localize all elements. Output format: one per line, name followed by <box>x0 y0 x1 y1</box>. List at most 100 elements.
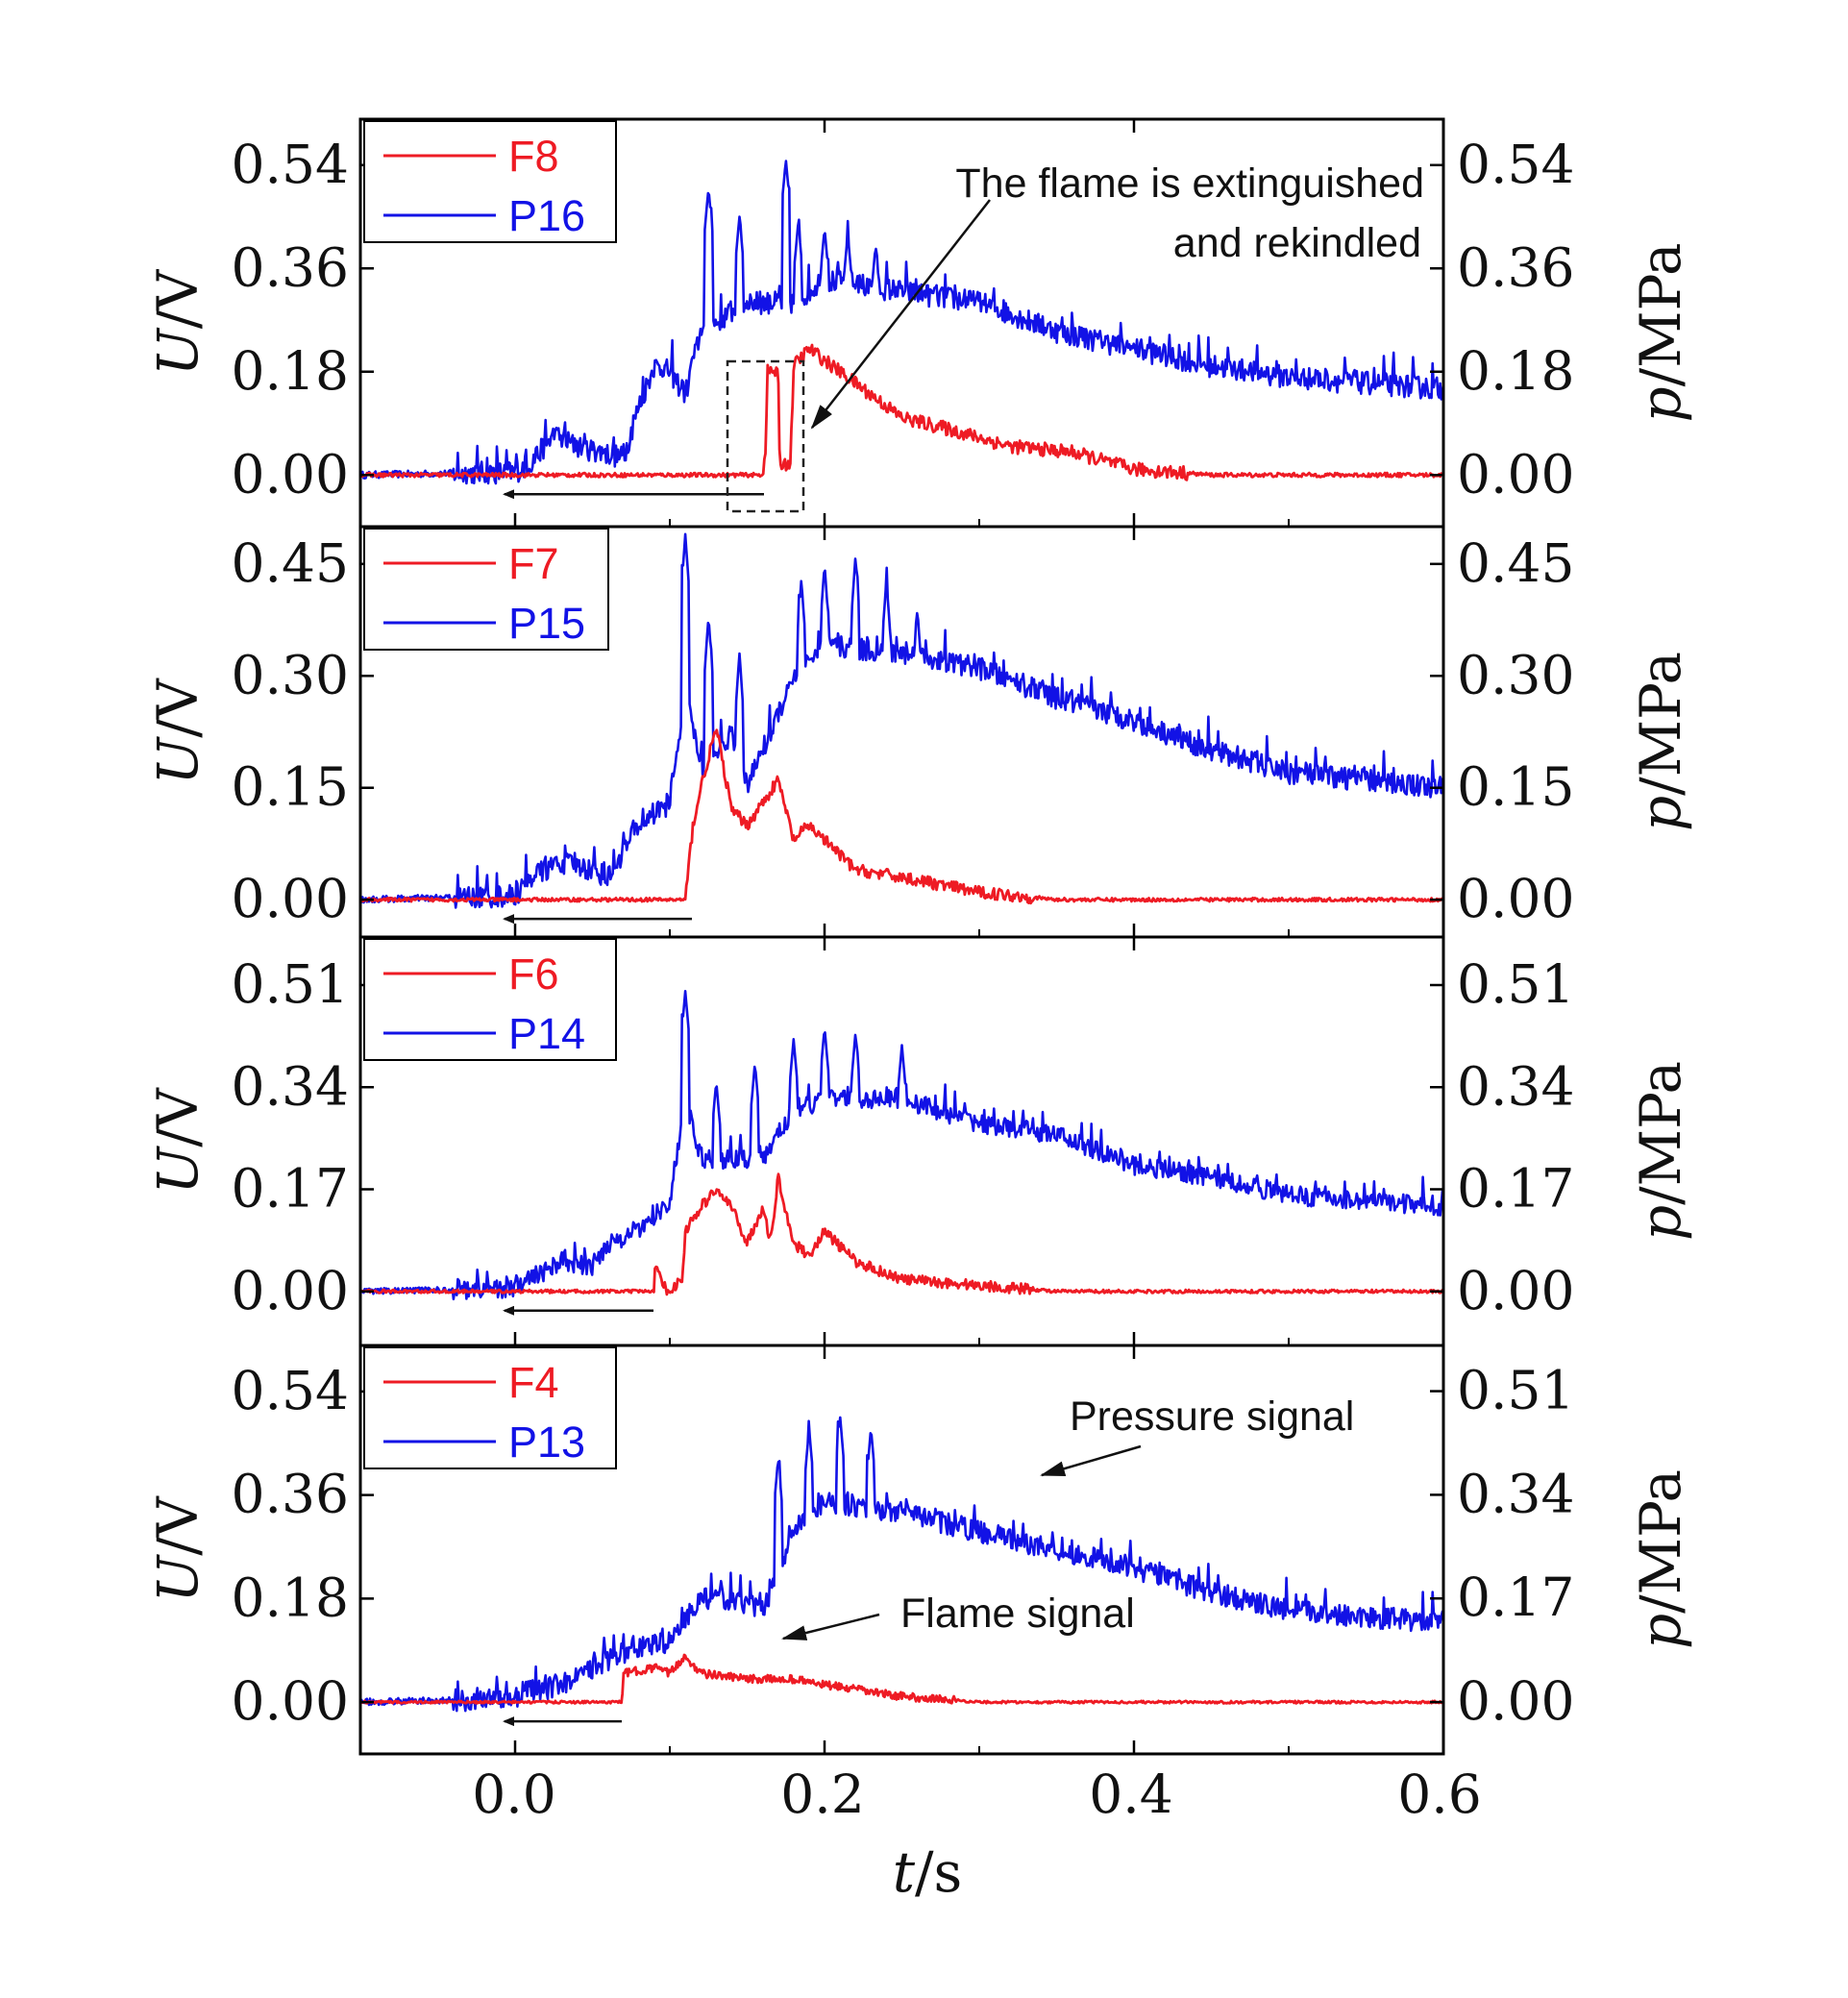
left-tick-label: 0.15 <box>232 756 349 818</box>
right-tick-label: 0.17 <box>1457 1566 1574 1628</box>
extinguished-text-line2: and rekindled <box>1173 220 1421 266</box>
right-tick-label: 0.30 <box>1457 644 1574 705</box>
legend-label: F8 <box>508 132 559 181</box>
legend-label: P14 <box>508 1009 585 1058</box>
right-axis-title-rest: /MPa <box>1628 242 1693 386</box>
left-tick-label: 0.00 <box>232 868 349 929</box>
right-tick-label: 0.18 <box>1457 340 1574 402</box>
left-axis-title-rest: /V <box>145 1495 210 1556</box>
legend-box <box>363 528 609 651</box>
panel-1: 0.00 0.18 0.36 0.54 0.00 0.18 0.36 0.54 U/V p/MPa… <box>145 117 1693 529</box>
left-tick-label: 0.45 <box>232 532 349 594</box>
right-tick-label: 0.54 <box>1457 134 1574 195</box>
left-tick-label: 0.54 <box>232 134 349 195</box>
left-axis-title: U/V <box>145 269 210 376</box>
right-tick-label: 0.00 <box>1457 1670 1574 1732</box>
left-tick-label: 0.18 <box>232 1566 349 1628</box>
right-tick-label: 0.00 <box>1457 868 1574 929</box>
left-axis-title: U/V <box>145 1087 210 1194</box>
plot-frame <box>358 1344 1445 1756</box>
panels: 0.00 0.18 0.36 0.54 0.00 0.18 0.36 0.54 U/V p/MPa… <box>145 117 1693 1756</box>
panel-4: 0.00 0.18 0.36 0.54 0.00 0.17 0.34 0.51 U/V p/MPa… <box>145 1344 1693 1756</box>
legend-box <box>363 1346 617 1469</box>
x-tick-label: 0.4 <box>1089 1764 1172 1825</box>
left-axis-title-rest: /V <box>145 678 210 738</box>
x-tick-labels: 0.0 0.2 0.4 0.6 <box>472 1764 1481 1825</box>
right-tick-label: 0.34 <box>1457 1055 1574 1117</box>
flame-signal-text: Flame signal <box>900 1591 1135 1637</box>
left-axis-title: U/V <box>145 678 210 784</box>
left-tick-label: 0.00 <box>232 1670 349 1732</box>
legend-label: F7 <box>508 539 559 588</box>
series-f4-line <box>359 1653 1444 1705</box>
left-tick-label: 0.51 <box>232 953 349 1015</box>
right-tick-label: 0.45 <box>1457 532 1574 594</box>
legend-label: P15 <box>508 599 585 648</box>
right-axis-title: p/MPa <box>1628 242 1693 422</box>
right-tick-label: 0.51 <box>1457 953 1574 1015</box>
right-tick-label: 0.00 <box>1457 1260 1574 1321</box>
legend-label: F4 <box>508 1358 559 1407</box>
left-axis-title-italic: U <box>145 1146 210 1195</box>
series-p16-line <box>358 160 1445 485</box>
left-axis-title: U/V <box>145 1495 210 1602</box>
right-axis-title-rest: /MPa <box>1628 652 1693 796</box>
series-p14-line <box>358 990 1445 1301</box>
left-axis-title-italic: U <box>145 736 210 785</box>
x-tick-label: 0.2 <box>780 1764 864 1825</box>
series-f7-line <box>358 728 1444 905</box>
annotation-flame-signal: Flame signal <box>781 1591 1135 1640</box>
right-tick-label: 0.17 <box>1457 1158 1574 1220</box>
left-tick-label: 0.54 <box>232 1360 349 1421</box>
extinguished-text-line1: The flame is extinguished <box>955 160 1424 207</box>
x-tick-label: 0.0 <box>472 1764 555 1825</box>
left-tick-label: 0.17 <box>232 1158 349 1220</box>
series-f8-line <box>359 343 1445 481</box>
extinguished-dashed-box <box>726 359 805 513</box>
right-axis-title-rest: /MPa <box>1628 1061 1693 1205</box>
right-tick-label: 0.00 <box>1457 443 1574 505</box>
left-axis-title-italic: U <box>145 327 210 376</box>
x-axis-title-italic: t <box>893 1839 916 1905</box>
annotation-pressure-signal: Pressure signal <box>1040 1394 1354 1477</box>
panel-3: 0.00 0.17 0.34 0.51 0.00 0.17 0.34 0.51 U/V p/MPa… <box>145 935 1693 1347</box>
right-tick-label: 0.15 <box>1457 756 1574 818</box>
legend-box <box>363 120 617 243</box>
flame-signal-arrow <box>781 1613 880 1640</box>
legend-label: F6 <box>508 950 559 999</box>
pressure-signal-text: Pressure signal <box>1070 1394 1354 1440</box>
right-tick-label: 0.51 <box>1457 1360 1574 1421</box>
left-tick-label: 0.30 <box>232 644 349 705</box>
right-axis-title-italic: p <box>1628 1614 1693 1649</box>
legend-label: P16 <box>508 191 585 240</box>
right-axis-title-rest: /MPa <box>1628 1469 1693 1614</box>
series-f6-line <box>359 1172 1444 1296</box>
left-axis-title-rest: /V <box>145 1087 210 1147</box>
left-tick-label: 0.18 <box>232 340 349 402</box>
left-axis-title-rest: /V <box>145 269 210 330</box>
annotation-extinguished: The flame is extinguished and rekindled <box>726 160 1424 513</box>
left-tick-label: 0.00 <box>232 1260 349 1321</box>
right-axis-title-italic: p <box>1628 1205 1693 1241</box>
pressure-signal-arrow <box>1040 1444 1142 1477</box>
right-axis-title-italic: p <box>1628 386 1693 422</box>
extinguished-arrow <box>810 199 991 430</box>
x-tick-label: 0.6 <box>1397 1764 1481 1825</box>
right-axis-title: p/MPa <box>1628 1061 1693 1241</box>
legend-label: P13 <box>508 1418 585 1467</box>
right-axis-title: p/MPa <box>1628 1469 1693 1649</box>
x-axis-title-rest: /s <box>915 1839 962 1905</box>
left-axis-title-italic: U <box>145 1554 210 1603</box>
series-p15-line <box>358 532 1445 909</box>
right-tick-label: 0.34 <box>1457 1463 1574 1524</box>
left-tick-label: 0.00 <box>232 443 349 505</box>
right-axis-title-italic: p <box>1628 796 1693 831</box>
panel-2: 0.00 0.15 0.30 0.45 0.00 0.15 0.30 0.45 U/V p/MPa… <box>145 525 1693 939</box>
left-tick-label: 0.36 <box>232 236 349 298</box>
left-tick-label: 0.36 <box>232 1464 349 1525</box>
